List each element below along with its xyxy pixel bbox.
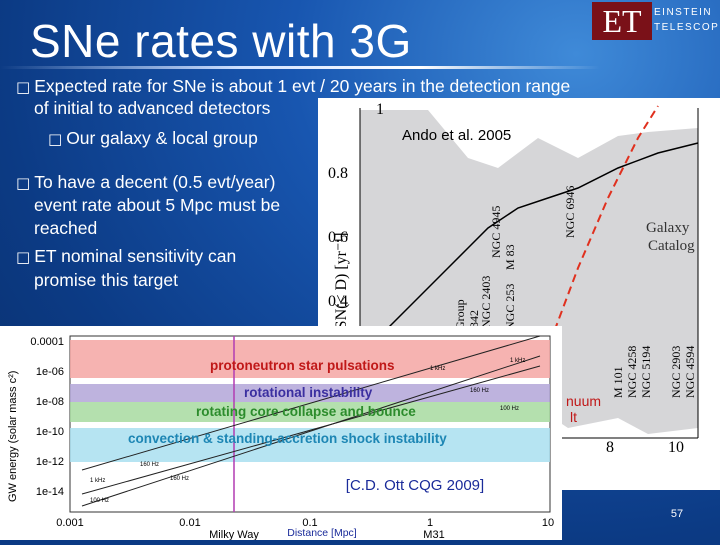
- bullet-marker-icon: □: [48, 130, 63, 148]
- bullet-decent-rate-l3: reached: [34, 218, 98, 238]
- ando-ylabel: R_SN(< D) [yr⁻¹]: [333, 232, 350, 348]
- logo-text: EINSTEIN TELESCOPE: [654, 7, 720, 33]
- ando-citation: Ando et al. 2005: [402, 127, 511, 144]
- sensitivity-line-1: [81, 355, 541, 507]
- band-label-protoneutron: protoneutron star pulsations: [210, 358, 395, 373]
- line-label-160hz-b: 160 Hz: [470, 388, 489, 394]
- ott-ytick-1: 1e-06: [36, 366, 64, 378]
- ott-ytick-0: 0.0001: [30, 336, 64, 348]
- ott-ytick-2: 1e-08: [36, 396, 64, 408]
- label-ngc2903: NGC 2903: [669, 346, 683, 398]
- band-label-convection: convection & standing-accretion shock in…: [128, 431, 447, 446]
- band-rotating-core: [70, 402, 550, 422]
- bullet-et-sensitivity: □ ET nominal sensitivity can: [16, 246, 237, 266]
- ando-rate-plot: 1 0.8 0.6 0.4 6 8 10 Ando et al. 2005 R_…: [318, 98, 720, 490]
- band-protoneutron: [70, 340, 550, 378]
- sensitivity-line-2: [81, 335, 541, 471]
- bullet-marker-icon: □: [16, 248, 31, 266]
- line-label-1khz-a: 1 kHz: [90, 478, 105, 484]
- ott-plot-svg: protoneutron star pulsations rotational …: [7, 335, 554, 541]
- bullet-marker-icon: □: [16, 174, 31, 192]
- label-continuum: nuum: [566, 393, 601, 409]
- milky-way-label: Milky Way: [209, 529, 259, 540]
- ando-ytick-06: 0.6: [328, 229, 348, 246]
- logo-mark: ET: [592, 2, 652, 40]
- ott-ylabel: GW energy (solar mass c²): [7, 371, 19, 502]
- sensitivity-line-3: [81, 365, 541, 495]
- sub-bullet-local-group: □ Our galaxy & local group: [48, 128, 258, 148]
- band-label-rotating-core: rotating core collapse and bounce: [196, 404, 416, 419]
- ando-legend-catalog: Catalog: [648, 238, 695, 254]
- rate-step-curve: [359, 142, 699, 359]
- ott-xtick-3: 1: [427, 517, 433, 529]
- m31-label: M31: [423, 529, 444, 540]
- band-label-rotational: rotational instability: [244, 385, 373, 400]
- label-group: Group: [453, 299, 467, 330]
- label-ngc5194: NGC 5194: [639, 346, 653, 398]
- bullet-expected-rate: □ Expected rate for SNe is about 1 evt / …: [16, 76, 571, 96]
- ott-xtick-4: 10: [542, 517, 554, 529]
- page-number: 57: [670, 508, 684, 520]
- line-label-160hz-a: 160 Hz: [140, 462, 159, 468]
- label-ngc2403: NGC 2403: [479, 276, 493, 328]
- label-ngc4594: NGC 4594: [683, 346, 697, 398]
- label-continuum-2: lt: [570, 409, 577, 425]
- ando-ytick-04: 0.4: [328, 293, 348, 310]
- label-ngc4258: NGC 4258: [625, 346, 639, 398]
- ando-legend-galaxy: Galaxy: [646, 220, 690, 236]
- ott-xlabel: Distance [Mpc]: [287, 527, 357, 539]
- ott-xtick-1: 0.01: [179, 517, 200, 529]
- band-rotational: [70, 384, 550, 402]
- ott-ytick-4: 1e-12: [36, 456, 64, 468]
- bullet-decent-rate-l2: event rate about 5 Mpc must be: [34, 195, 281, 215]
- slide-title: SNe rates with 3G: [30, 15, 412, 67]
- title-underline: [0, 66, 600, 69]
- ott-ytick-3: 1e-10: [36, 426, 64, 438]
- ando-xlabel-fragment: Mpc]: [556, 456, 589, 473]
- line-label-100hz-a: 100 Hz: [90, 498, 109, 504]
- line-label-160hz-c: 160 Hz: [170, 476, 189, 482]
- line-label-1khz-b: 1 kHz: [510, 358, 525, 364]
- ando-ytick-1: 1: [376, 101, 384, 118]
- label-ngc4945: NGC 4945: [489, 206, 503, 258]
- ott-ytick-5: 1e-14: [36, 486, 64, 498]
- label-342: 342: [467, 310, 481, 328]
- label-m83: M 83: [503, 244, 517, 270]
- ott-xtick-2: 0.1: [302, 517, 317, 529]
- ando-ytick-08: 0.8: [328, 165, 348, 182]
- ott-xtick-0: 0.001: [56, 517, 84, 529]
- bullet-et-sensitivity-l2: promise this target: [34, 270, 178, 290]
- label-m101: M 101: [611, 366, 625, 398]
- label-ngc253: NGC 253: [503, 284, 517, 330]
- line-label-100hz-b: 100 Hz: [500, 406, 519, 412]
- band-convection: [70, 428, 550, 462]
- ott-gw-energy-plot: protoneutron star pulsations rotational …: [0, 326, 562, 541]
- bullet-expected-rate-cont: of initial to advanced detectors: [34, 98, 271, 118]
- line-label-1khz-c: 1 kHz: [430, 366, 445, 372]
- ott-citation: [C.D. Ott CQG 2009]: [330, 473, 500, 499]
- ando-xtick-8: 8: [606, 439, 614, 456]
- label-ngc6946: NGC 6946: [563, 186, 577, 238]
- bullet-marker-icon: □: [16, 78, 31, 96]
- bullet-decent-rate: □ To have a decent (0.5 evt/year): [16, 172, 276, 192]
- ando-xtick-10: 10: [668, 439, 684, 456]
- einstein-telescope-logo: ET EINSTEIN TELESCOPE: [592, 2, 720, 40]
